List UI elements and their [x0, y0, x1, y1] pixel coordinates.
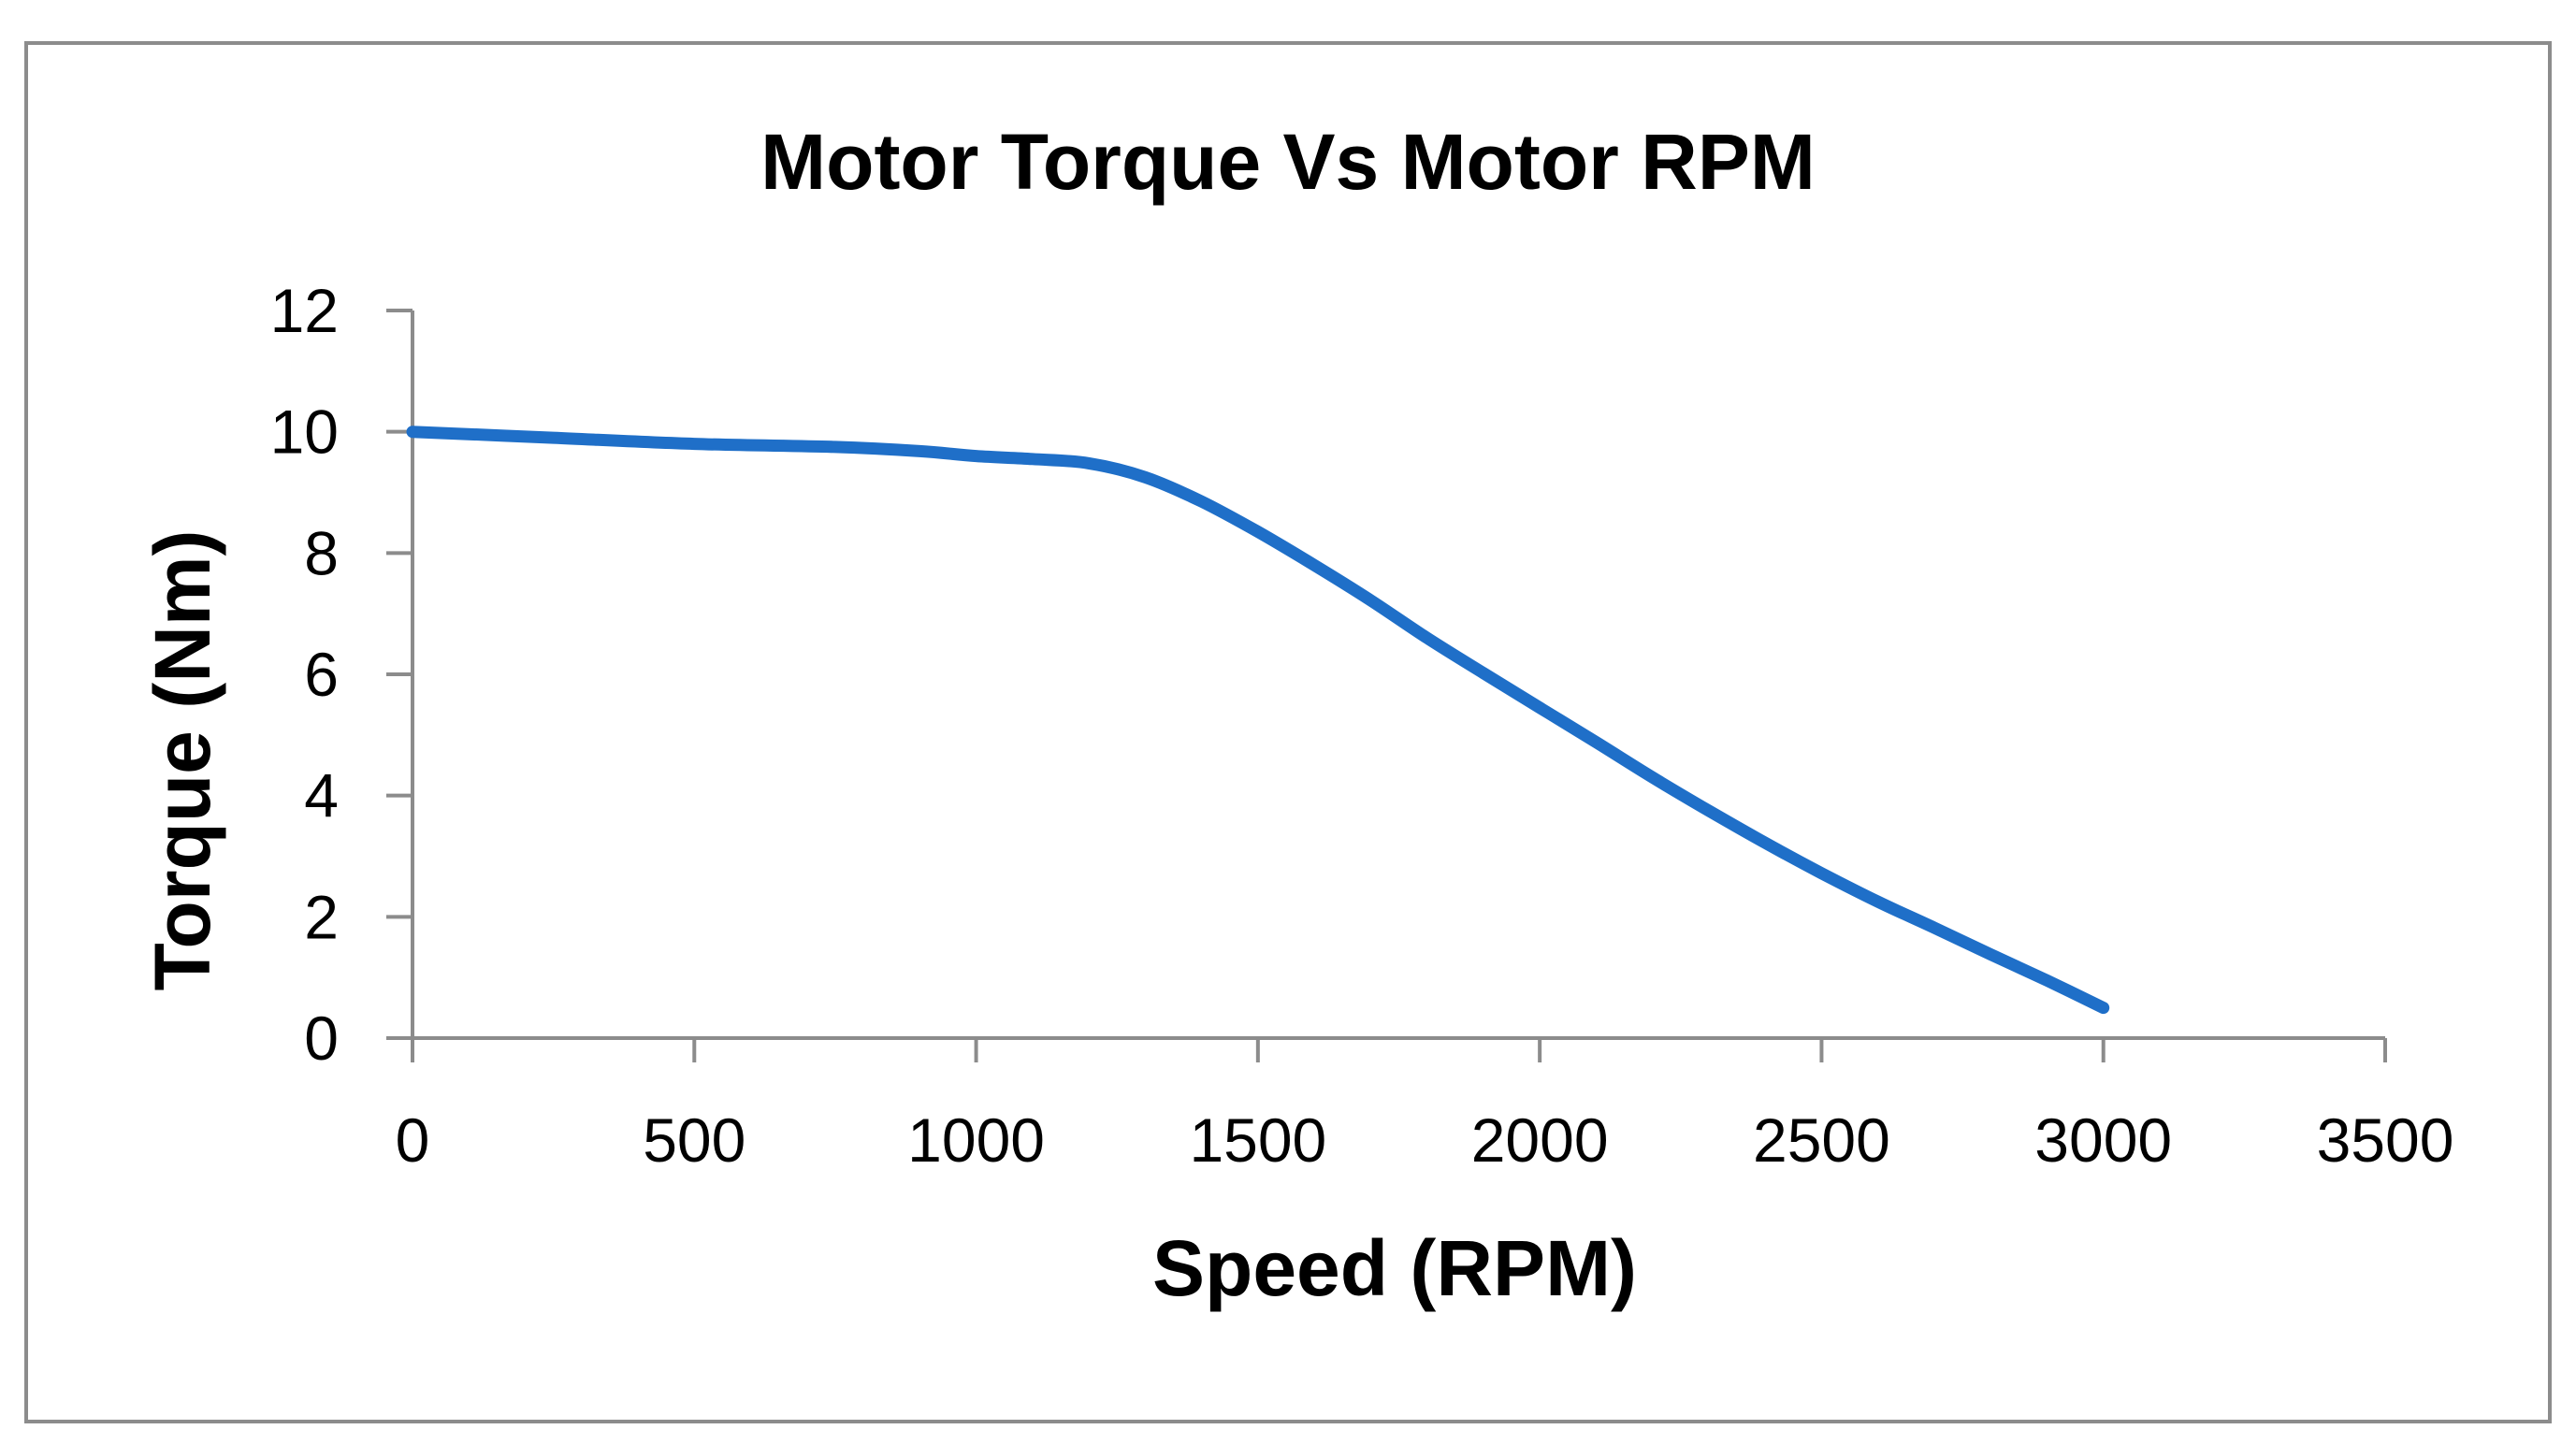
chart-border: [24, 41, 2552, 1423]
axes: [386, 309, 2387, 1062]
data-point: [693, 443, 695, 445]
y-tick-label: 12: [270, 276, 339, 345]
data-point: [1990, 954, 1991, 956]
x-tick-labels: 0 500 1000 1500 2000 2500 3000 3500: [396, 1105, 2454, 1175]
x-tick-label: 1500: [1189, 1105, 1326, 1175]
data-point: [1426, 637, 1428, 639]
y-tick-label: 4: [304, 761, 339, 830]
x-tick-label: 1000: [907, 1105, 1045, 1175]
series-line-torque: [406, 426, 2110, 1015]
y-tick-label: 2: [304, 882, 339, 951]
data-point: [1483, 672, 1484, 674]
y-tick-labels: 0 2 4 6 8 10 12: [270, 276, 339, 1073]
x-tick-label: 3000: [2034, 1105, 2172, 1175]
x-axis-title: Speed (RPM): [1152, 1224, 1637, 1312]
y-tick-label: 8: [304, 518, 339, 587]
data-point: [1201, 500, 1203, 502]
x-tick-label: 0: [396, 1105, 430, 1175]
x-tick-label: 2500: [1753, 1105, 1890, 1175]
data-point: [1933, 927, 1935, 929]
data-point: [412, 431, 413, 433]
data-point: [834, 446, 836, 448]
y-tick-label: 0: [304, 1004, 339, 1073]
y-axis-title: Torque (Nm): [138, 529, 226, 990]
x-tick-label: 2000: [1471, 1105, 1609, 1175]
x-tick-label: 500: [643, 1105, 745, 1175]
data-point: [2047, 979, 2048, 981]
data-point: [919, 450, 920, 452]
data-point: [1539, 707, 1541, 709]
data-point: [1144, 476, 1146, 478]
data-point: [1088, 462, 1090, 464]
y-tick-label: 6: [304, 640, 339, 709]
data-point: [1820, 873, 1822, 874]
x-tick-label: 3500: [2317, 1105, 2454, 1175]
data-point: [553, 437, 555, 439]
data-point: [1652, 776, 1654, 778]
data-point: [1595, 742, 1597, 744]
y-tick-label: 10: [270, 397, 339, 467]
data-point: [1032, 458, 1034, 460]
data-point: [1257, 531, 1259, 533]
data-point: [1764, 842, 1766, 844]
series-group: [406, 426, 2110, 1015]
data-point: [1369, 599, 1371, 601]
data-point: [976, 455, 977, 457]
data-point: [1708, 810, 1710, 812]
data-point: [2103, 1007, 2105, 1009]
chart-title: Motor Torque Vs Motor RPM: [760, 118, 1816, 206]
data-point: [1877, 901, 1879, 902]
data-point: [1313, 564, 1315, 566]
